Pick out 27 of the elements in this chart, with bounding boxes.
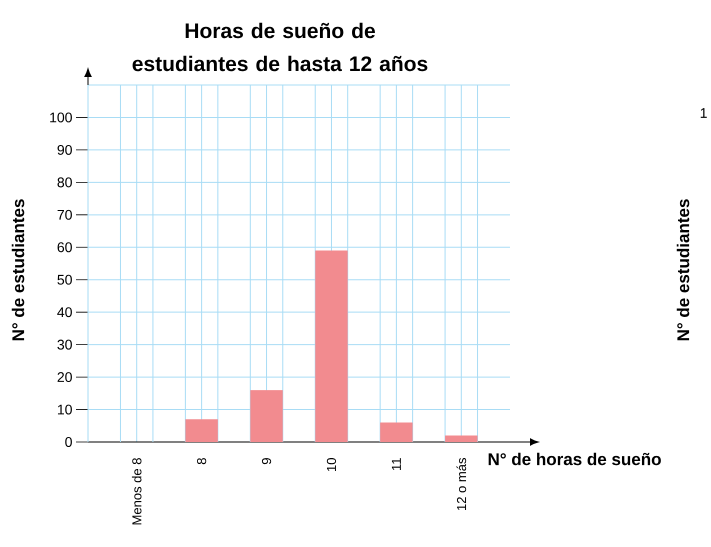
x-tick-label: Menos de 8 — [132, 458, 142, 524]
x-tick-label: 10 — [326, 458, 336, 472]
bar — [315, 250, 348, 442]
x-axis-title: N° de horas de sueño — [488, 452, 661, 466]
bar — [185, 419, 218, 442]
bar — [250, 390, 283, 442]
x-tick-label: 8 — [197, 458, 206, 464]
bar — [380, 422, 413, 442]
y-tick-label: 70 — [58, 210, 72, 220]
y-tick-label: 90 — [58, 144, 72, 155]
y-tick-label: 40 — [57, 307, 72, 318]
x-tick-label: 12 o más — [456, 458, 466, 510]
chart-title: Horas de sueño de estudiantes de hasta 12 años — [132, 22, 428, 72]
y-tick-label: 80 — [58, 177, 72, 188]
y-axis-title: N° de estudiantes — [12, 199, 24, 340]
y-tick-label: 20 — [58, 372, 72, 382]
y-tick-label: 50 — [57, 274, 72, 285]
y-tick-label: 0 — [65, 437, 72, 447]
x-tick-label: 11 — [392, 458, 401, 470]
y-tick-label: 10 — [58, 404, 72, 415]
bar — [445, 436, 478, 442]
y-tick-label: 60 — [58, 242, 72, 252]
x-tick-label: 9 — [262, 458, 272, 464]
y-tick-label: 100 — [50, 112, 72, 122]
text: 1 — [700, 108, 707, 118]
text: N° de estudiantes — [676, 199, 690, 340]
y-tick-label: 30 — [57, 340, 72, 350]
